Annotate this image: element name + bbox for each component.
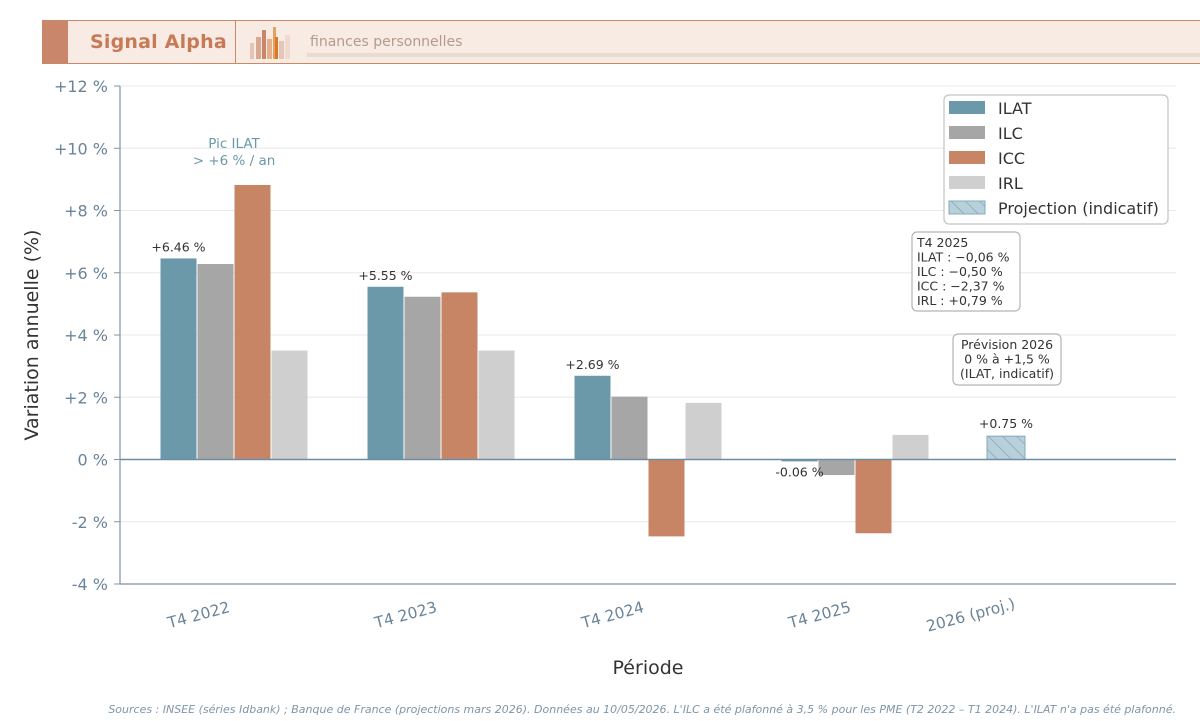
bar-irl-1 (478, 350, 515, 460)
data-label-ilat-0: +6.46 % (151, 239, 205, 254)
annotation-box-2025-line: IRL : +0,79 % (917, 293, 1003, 308)
banner-accent (42, 21, 68, 63)
annotation-box-2025-line: ILAT : −0,06 % (917, 250, 1010, 265)
bar-chart-logo-icon (250, 27, 290, 59)
bar-projection (986, 435, 1026, 460)
x-tick-label: T4 2023 (372, 598, 439, 632)
bar-ilat-3 (781, 459, 818, 462)
bar-icc-1 (441, 292, 478, 460)
legend-swatch-4 (948, 200, 986, 215)
header-banner: Signal Alpha finances personnelles (42, 20, 1200, 64)
y-tick-label: 0 % (78, 451, 108, 470)
y-tick-label: +6 % (64, 264, 108, 283)
bar-ilc-1 (404, 296, 441, 460)
data-label-ilat-2: +2.69 % (565, 357, 619, 372)
annotation-box-2026-line: (ILAT, indicatif) (960, 366, 1054, 381)
data-label-ilat-1: +5.55 % (358, 268, 412, 283)
x-axis-label: Période (613, 657, 684, 679)
bar-irl-0 (271, 350, 308, 460)
bar-ilc-3 (818, 459, 855, 476)
legend-label-4: Projection (indicatif) (998, 199, 1159, 218)
legend-swatch-2 (949, 151, 985, 164)
y-tick-label: +4 % (64, 326, 108, 345)
data-label-projection: +0.75 % (979, 416, 1033, 431)
banner-rule (307, 53, 1200, 57)
bar-ilat-0 (160, 258, 197, 460)
brand-title: Signal Alpha (90, 31, 227, 53)
y-tick-label: -2 % (72, 513, 108, 532)
bar-irl-3 (892, 434, 929, 460)
annotation-box-2026 (952, 333, 1062, 386)
legend-label-1: ILC (998, 124, 1023, 143)
annotation-box-2025-line: ICC : −2,37 % (917, 279, 1005, 294)
data-label-ilat-3: -0.06 % (775, 465, 823, 480)
source-note: Sources : INSEE (séries Idbank) ; Banque… (108, 703, 1176, 716)
legend-swatch-3 (949, 176, 985, 189)
legend-label-0: ILAT (998, 99, 1032, 118)
annotation-box-2025-line: T4 2025 (916, 235, 968, 250)
x-tick-label: T4 2025 (786, 598, 853, 632)
banner-subtitle: finances personnelles (310, 34, 463, 50)
y-tick-label: +10 % (54, 139, 108, 158)
bar-irl-2 (685, 402, 722, 460)
annotation-box-2026-line: 0 % à +1,5 % (964, 352, 1050, 367)
peak-annotation-line: > +6 % / an (193, 153, 276, 169)
y-tick-label: +8 % (64, 202, 108, 221)
bar-ilc-0 (197, 264, 234, 460)
bar-ilat-2 (574, 375, 611, 460)
peak-annotation-line: Pic ILAT (208, 136, 260, 152)
legend (943, 94, 1169, 225)
y-tick-label: +12 % (54, 77, 108, 96)
x-tick-label: T4 2022 (165, 598, 232, 632)
y-tick-label: +2 % (64, 388, 108, 407)
bar-ilat-1 (367, 286, 404, 460)
bar-icc-3 (855, 459, 892, 534)
bar-ilc-2 (611, 396, 648, 460)
annotation-box-2025 (911, 231, 1021, 312)
bar-icc-2 (648, 459, 685, 537)
annotation-box-2025-line: ILC : −0,50 % (917, 264, 1003, 279)
legend-swatch-0 (949, 101, 985, 114)
x-tick-label: 2026 (proj.) (924, 595, 1017, 636)
x-tick-label: T4 2024 (579, 598, 646, 632)
legend-label-2: ICC (998, 149, 1025, 168)
legend-label-3: IRL (998, 174, 1023, 193)
legend-swatch-1 (949, 126, 985, 139)
annotation-box-2026-line: Prévision 2026 (961, 337, 1053, 352)
y-tick-label: -4 % (72, 575, 108, 594)
bar-icc-0 (234, 184, 271, 460)
y-axis-label: Variation annuelle (%) (21, 230, 43, 441)
banner-divider (235, 21, 236, 63)
